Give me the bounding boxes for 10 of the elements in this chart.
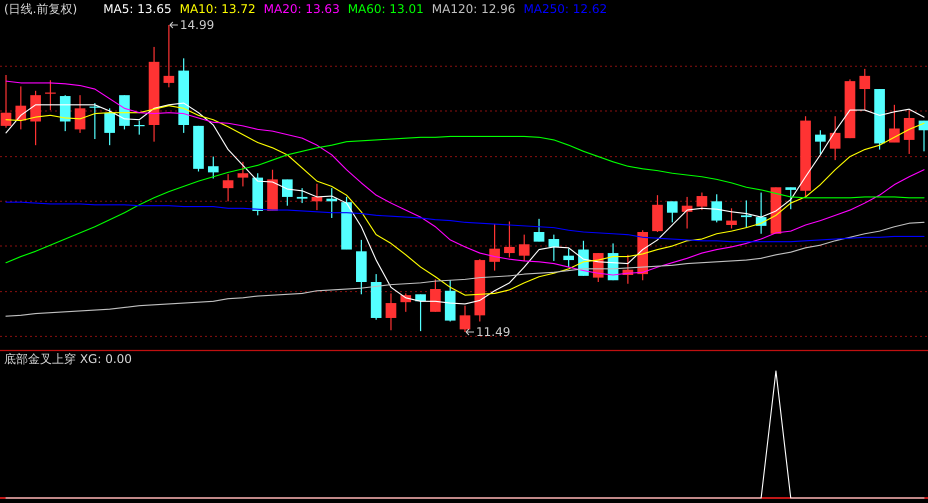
chart-title: (日线.前复权)	[4, 2, 78, 16]
text: MA250: 12.62	[523, 2, 608, 16]
chart-title: 底部金叉上穿 XG: 0.00	[4, 352, 132, 366]
text: MA60: 13.01	[348, 2, 424, 16]
annotation: 14.99	[180, 18, 214, 32]
text: MA20: 13.63	[264, 2, 340, 16]
text: MA5: 13.65	[103, 2, 172, 16]
text: MA10: 13.72	[180, 2, 256, 16]
text: MA120: 12.96	[432, 2, 516, 16]
annotation: 11.49	[476, 325, 510, 339]
